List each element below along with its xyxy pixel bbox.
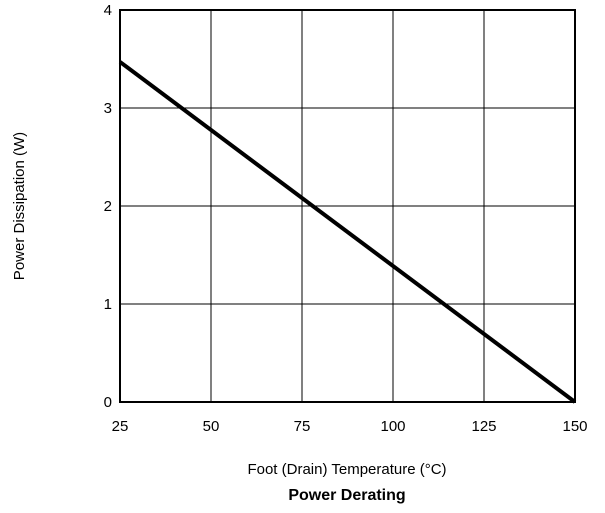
series-group xyxy=(118,60,577,404)
y-tick-labels: 0 1 2 3 4 xyxy=(104,2,112,411)
y-tick-label: 4 xyxy=(104,2,112,19)
y-tick-label: 1 xyxy=(104,296,112,313)
x-tick-label: 50 xyxy=(203,418,220,435)
x-tick-label: 125 xyxy=(471,418,496,435)
x-tick-label: 25 xyxy=(112,418,129,435)
x-tick-label: 150 xyxy=(562,418,587,435)
x-tick-label: 75 xyxy=(294,418,311,435)
y-tick-label: 0 xyxy=(104,394,112,411)
y-tick-label: 2 xyxy=(104,198,112,215)
y-tick-label: 3 xyxy=(104,100,112,117)
x-axis-label: Foot (Drain) Temperature (°C) xyxy=(247,461,446,478)
grid-lines xyxy=(119,9,576,403)
x-tick-label: 100 xyxy=(380,418,405,435)
chart-title: Power Derating xyxy=(288,487,405,504)
plot-frame xyxy=(119,9,576,403)
derating-line xyxy=(118,60,577,404)
y-axis-label: Power Dissipation (W) xyxy=(11,132,28,280)
x-tick-labels: 25 50 75 100 125 150 xyxy=(112,418,588,435)
